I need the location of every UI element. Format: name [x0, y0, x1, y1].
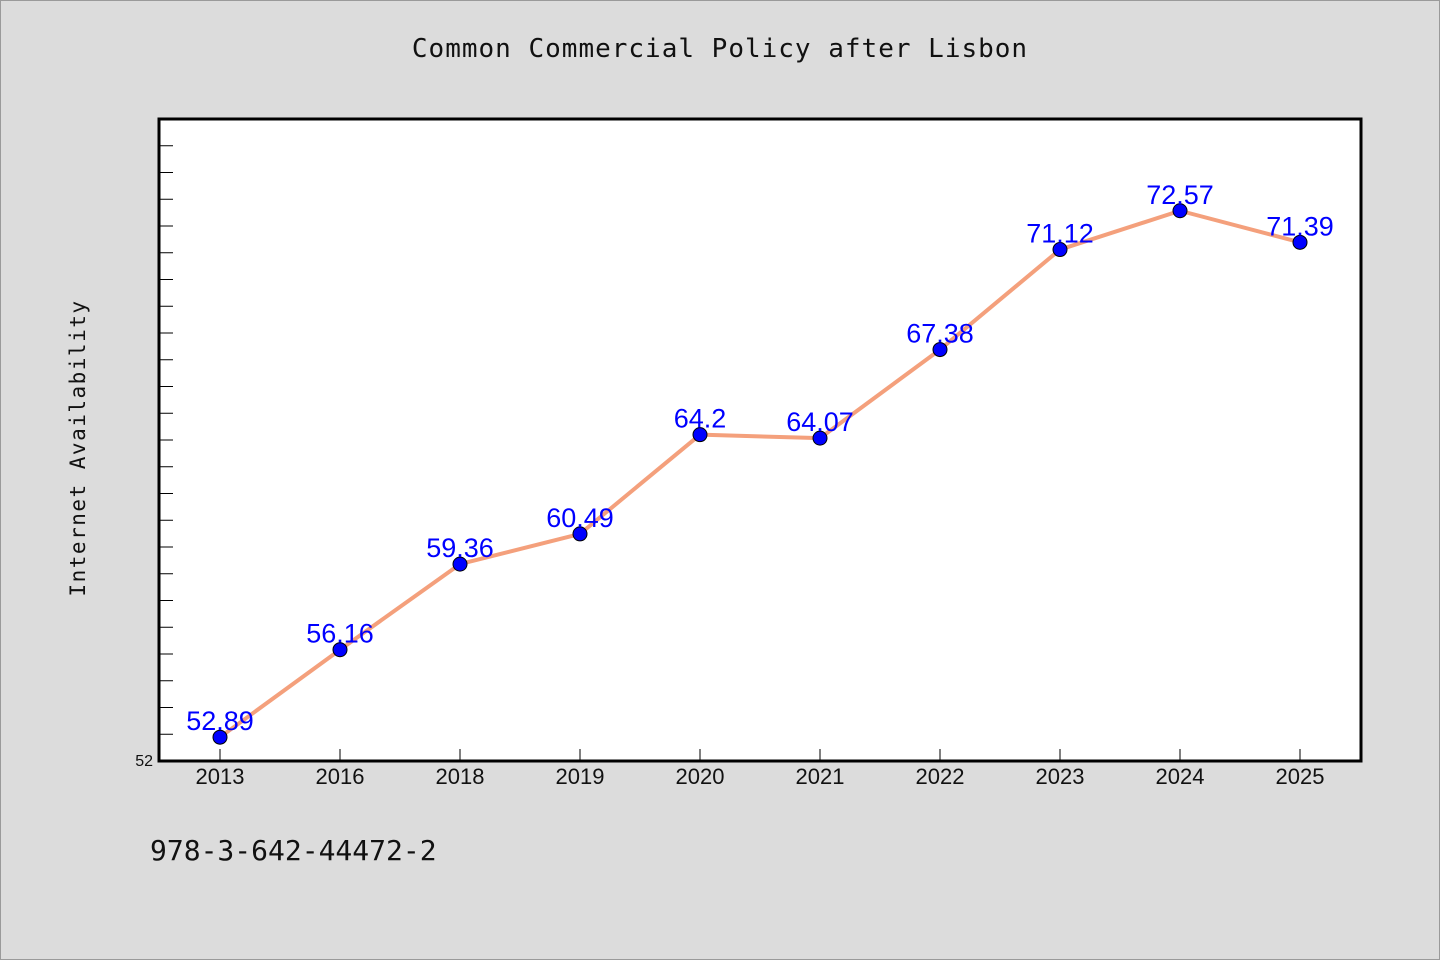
y-tick-label: 52 — [135, 753, 153, 770]
x-tick-label: 2016 — [316, 764, 365, 789]
data-point — [332, 642, 348, 658]
plot-area — [157, 117, 1363, 763]
data-label: 59.36 — [426, 533, 494, 563]
data-point — [452, 556, 468, 572]
x-tick-label: 2021 — [796, 764, 845, 789]
footer-isbn: 978-3-642-44472-2 — [150, 834, 437, 867]
series-line — [218, 208, 1302, 740]
data-point — [692, 427, 708, 443]
data-label: 64.2 — [674, 404, 727, 434]
data-point — [812, 430, 828, 446]
data-label: 71.12 — [1026, 219, 1094, 249]
x-tick-label: 2013 — [196, 764, 245, 789]
data-label: 72.57 — [1146, 180, 1214, 210]
x-tick-label: 2019 — [556, 764, 605, 789]
data-label: 64.07 — [786, 407, 854, 437]
chart-title: Common Commercial Policy after Lisbon — [411, 34, 1029, 64]
data-label: 60.49 — [546, 503, 614, 533]
data-point — [1292, 234, 1308, 250]
data-label: 56.16 — [306, 619, 374, 649]
x-tick-label: 2024 — [1156, 764, 1205, 789]
x-tick-label: 2023 — [1036, 764, 1085, 789]
x-tick-label: 2018 — [436, 764, 485, 789]
data-label: 67.38 — [906, 319, 974, 349]
data-label: 52.89 — [186, 706, 254, 736]
data-point — [1172, 203, 1188, 219]
x-tick-label: 2020 — [676, 764, 725, 789]
series-layer: 52.89 56.16 59.36 60.49 64.2 64.07 67.38 71.12 7… — [186, 180, 1334, 745]
y-axis-ticks: 52 — [135, 145, 173, 770]
x-axis-ticks: 2013 2016 2018 2019 2020 2021 2022 2023 2024 2025 — [196, 749, 1325, 789]
x-tick-label: 2025 — [1276, 764, 1325, 789]
data-point — [932, 342, 948, 358]
x-tick-label: 2022 — [916, 764, 965, 789]
data-label: 71.39 — [1266, 211, 1334, 241]
data-point — [212, 729, 228, 745]
data-point — [572, 526, 588, 542]
data-point — [1052, 242, 1068, 258]
